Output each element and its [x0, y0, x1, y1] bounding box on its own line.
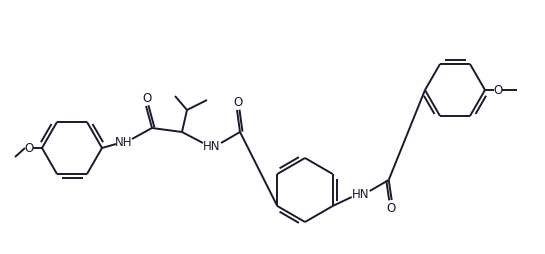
Text: O: O	[233, 96, 243, 108]
Text: HN: HN	[352, 187, 370, 200]
Text: O: O	[386, 201, 395, 214]
Text: HN: HN	[203, 139, 221, 152]
Text: O: O	[25, 141, 34, 154]
Text: O: O	[493, 84, 502, 97]
Text: O: O	[142, 91, 152, 104]
Text: NH: NH	[115, 135, 133, 149]
